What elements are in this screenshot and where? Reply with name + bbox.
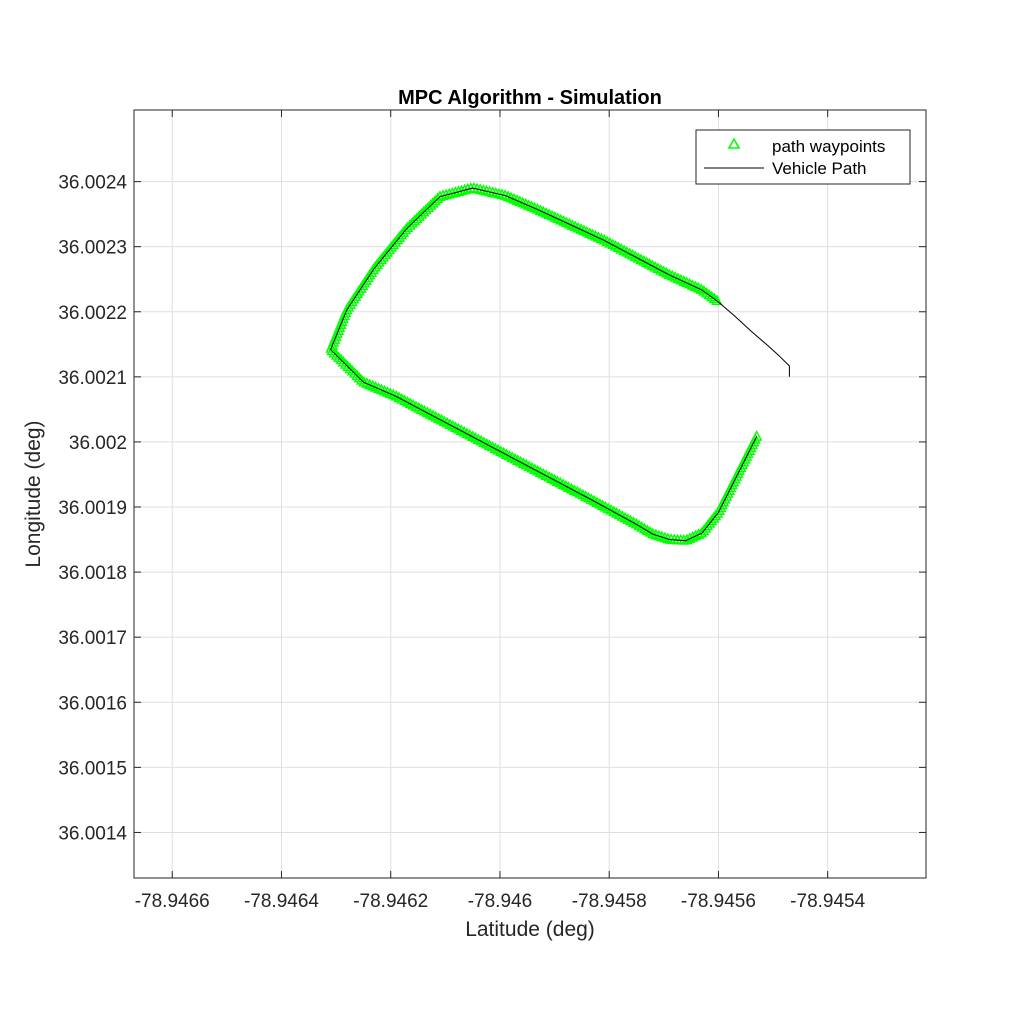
y-tick-label: 36.0016: [58, 693, 127, 714]
y-tick-label: 36.0018: [58, 563, 127, 584]
series-vehicle-path: [330, 187, 790, 542]
legend-label-waypoints: path waypoints: [772, 137, 885, 156]
legend-label-vehicle-path: Vehicle Path: [772, 159, 867, 178]
legend-box: [695, 129, 911, 185]
waypoint-marker: [698, 284, 710, 296]
legend-triangle-marker-icon: [727, 137, 741, 149]
series-layer: [325, 181, 790, 545]
y-tick-label: 36.0019: [58, 498, 127, 519]
y-tick-label: 36.0021: [58, 368, 127, 389]
waypoint-marker: [708, 292, 720, 304]
y-tick-label: 36.0014: [58, 823, 127, 844]
waypoint-marker: [468, 181, 480, 193]
chart-title: MPC Algorithm - Simulation: [398, 87, 662, 109]
legend: path waypoints Vehicle Path: [695, 129, 911, 185]
grid-layer: [134, 110, 926, 878]
x-tick-label: -78.9464: [244, 891, 319, 912]
waypoint-marker: [706, 290, 718, 302]
plot-area-frame: [133, 109, 927, 879]
series-path-waypoints: [325, 181, 763, 545]
x-tick-label: -78.9458: [572, 891, 647, 912]
waypoint-marker: [697, 524, 710, 536]
y-tick-label: 36.0015: [58, 758, 127, 779]
waypoint-marker: [695, 526, 708, 538]
x-axis-label: Latitude (deg): [465, 918, 595, 941]
y-axis-label: Longitude (deg): [22, 420, 45, 567]
x-tick-label: -78.9454: [790, 891, 865, 912]
y-tick-label: 36.0024: [58, 173, 127, 194]
waypoint-marker: [711, 294, 723, 306]
y-tick-label: 36.002: [69, 433, 127, 454]
x-tick-label: -78.9462: [353, 891, 428, 912]
y-tick-label: 36.0023: [58, 238, 127, 259]
x-tick-label: -78.946: [468, 891, 532, 912]
ticks-layer: -78.9466 -78.9464 -78.9462 -78.946 -78.9458 -…: [58, 110, 926, 912]
x-tick-label: -78.9456: [681, 891, 756, 912]
waypoint-marker: [700, 286, 713, 298]
y-tick-label: 36.0022: [58, 303, 127, 324]
y-tick-label: 36.0017: [58, 628, 127, 649]
waypoint-marker: [703, 288, 715, 300]
x-tick-label: -78.9466: [135, 891, 210, 912]
